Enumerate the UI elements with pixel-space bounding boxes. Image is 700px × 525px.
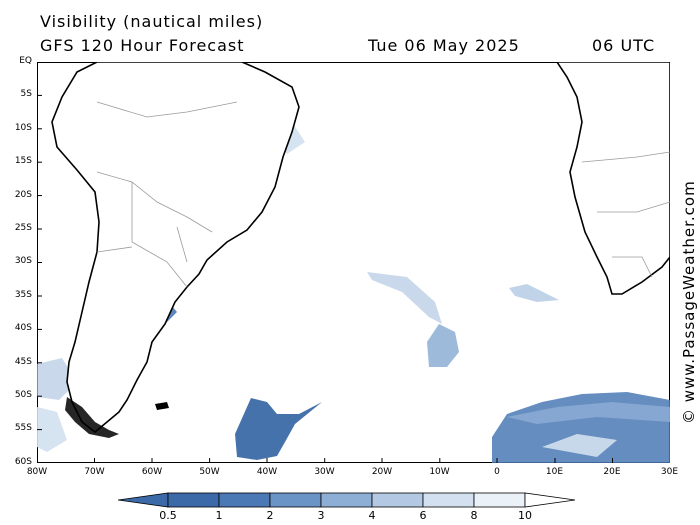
lon-label: 30E [660,467,679,477]
lon-label: 40W [256,467,278,477]
lat-label: 35S [14,289,32,300]
map-subtitle: GFS 120 Hour Forecast [40,36,245,55]
lon-label: 0 [494,467,500,477]
lat-label: 15S [14,156,32,167]
colorbar-segment [320,492,373,508]
lat-label: 10S [14,122,32,133]
visibility-map[interactable] [37,62,670,463]
colorbar-segment [473,492,526,508]
tierra-del-fuego [65,397,119,438]
lat-label: 5S [20,89,32,100]
lat-label: 45S [14,356,32,367]
lon-label: 10E [545,467,564,477]
colorbar-arrow-low [118,492,169,508]
lat-label: 55S [14,423,32,434]
lat-label: 40S [14,323,32,334]
lon-label: 10W [429,467,450,477]
lon-label: 60W [141,467,163,477]
colorbar-label: 2 [266,509,274,522]
lat-label: 60S [14,456,32,467]
colorbar-segment [167,492,220,508]
colorbar-label: 0.5 [159,509,177,522]
lon-label: 20E [603,467,621,477]
colorbar-segment [269,492,322,508]
credit-text: © www.PassageWeather.com [680,180,698,424]
colorbar-label: 6 [419,509,427,522]
map-title: Visibility (nautical miles) [40,12,264,31]
colorbar-arrow-high [524,492,576,508]
south-america-landmass [51,62,300,434]
lat-label: 50S [14,390,32,400]
lat-label: 25S [14,223,32,233]
colorbar-label: 3 [317,509,325,522]
colorbar-segment [371,492,424,508]
forecast-date: Tue 06 May 2025 [368,36,520,55]
colorbar-label: 10 [518,509,532,522]
africa-landmass [556,62,670,295]
colorbar-label: 1 [215,509,223,522]
country-borders [96,101,670,288]
visibility-colorbar [118,492,576,508]
map-ticks [37,94,613,463]
low-visibility-area-cyclone [427,324,459,367]
colorbar-label: 4 [368,509,376,522]
lat-label: 30S [14,256,32,267]
lat-label: 20S [14,189,32,200]
forecast-time: 06 UTC [592,36,656,55]
lon-label: 80W [26,467,48,477]
colorbar-segment [422,492,475,508]
low-visibility-area-south [235,398,322,460]
lon-label: 30W [314,467,335,477]
lon-label: 50W [199,467,220,477]
colorbar-label: 8 [470,509,478,522]
colorbar-segment [218,492,271,508]
lat-label: EQ [19,56,32,66]
lon-label: 70W [84,467,105,477]
lon-label: 20W [371,467,393,477]
